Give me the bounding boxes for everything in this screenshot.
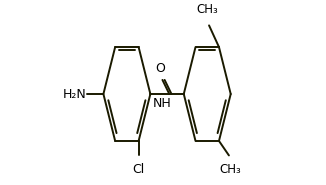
Text: H₂N: H₂N xyxy=(63,88,86,100)
Text: CH₃: CH₃ xyxy=(220,163,242,176)
Text: CH₃: CH₃ xyxy=(196,3,218,16)
Text: Cl: Cl xyxy=(132,163,145,176)
Text: O: O xyxy=(156,61,166,75)
Text: NH: NH xyxy=(153,97,171,110)
